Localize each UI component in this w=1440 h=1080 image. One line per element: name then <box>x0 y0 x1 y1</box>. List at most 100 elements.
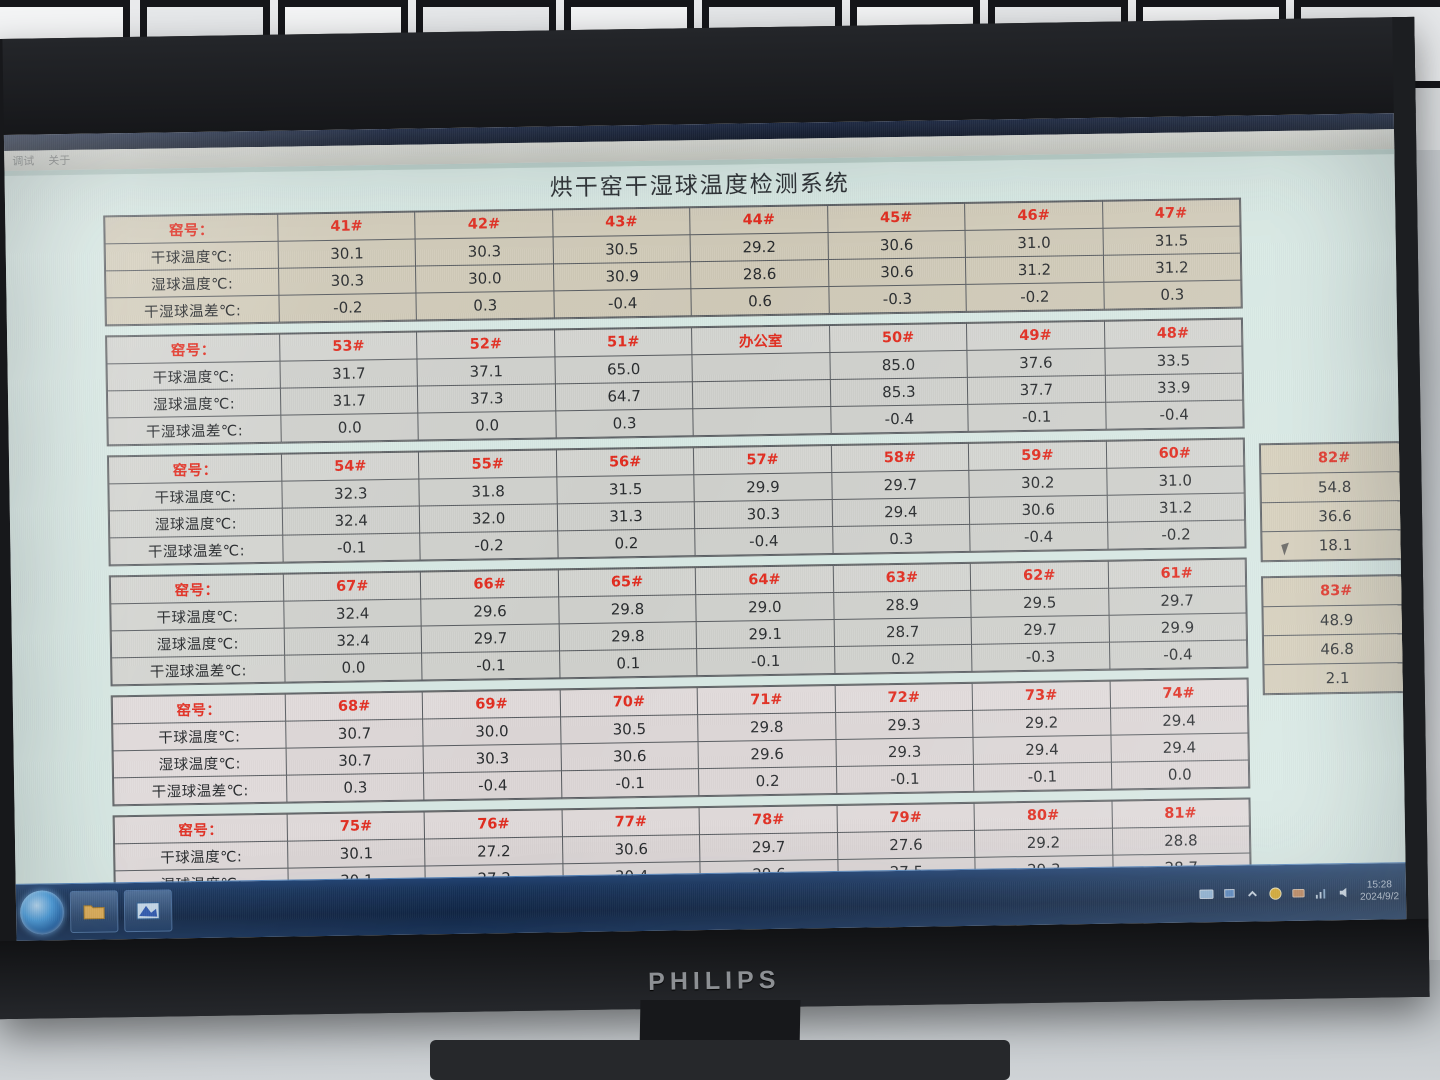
network-icon[interactable] <box>1314 885 1329 900</box>
diff-value: 0.3 <box>416 290 555 321</box>
kiln-id[interactable]: 57# <box>693 445 832 475</box>
kiln-id[interactable]: 82# <box>1260 442 1407 474</box>
kiln-id[interactable]: 49# <box>966 321 1105 351</box>
kiln-id[interactable]: 56# <box>556 447 695 477</box>
kiln-id[interactable]: 55# <box>418 449 557 480</box>
kiln-id[interactable]: 74# <box>1109 679 1248 709</box>
kiln-id[interactable]: 59# <box>968 441 1107 471</box>
kiln-id[interactable]: 75# <box>287 811 425 842</box>
wet-value: 31.2 <box>1102 253 1241 283</box>
wet-value: 30.6 <box>560 741 699 771</box>
dry-value: 29.7 <box>831 470 970 500</box>
dry-value: 30.7 <box>285 718 424 749</box>
kiln-id[interactable]: 81# <box>1111 799 1250 829</box>
wet-value: 29.4 <box>831 497 970 527</box>
kiln-id[interactable]: 44# <box>689 205 828 235</box>
kiln-id[interactable]: 48# <box>1103 319 1242 349</box>
kiln-id[interactable]: 79# <box>836 803 975 833</box>
row-label-wet: 湿球温度℃: <box>111 628 285 658</box>
taskbar-item-explorer[interactable] <box>69 890 119 934</box>
dry-value: 30.5 <box>552 234 691 264</box>
kiln-id[interactable]: 64# <box>695 565 834 595</box>
kiln-id[interactable]: 73# <box>972 681 1111 711</box>
kiln-id[interactable]: 61# <box>1107 559 1246 589</box>
kiln-id[interactable]: 66# <box>420 569 559 599</box>
kiln-id[interactable]: 78# <box>699 805 838 835</box>
diff-value: -0.1 <box>422 650 560 680</box>
diff-value: -0.1 <box>696 646 835 676</box>
diff-value: 0.0 <box>280 413 419 443</box>
wet-value: 29.3 <box>835 737 974 767</box>
wet-value-empty <box>692 379 831 409</box>
taskbar-clock[interactable]: 15:28 2024/9/2 <box>1360 879 1399 904</box>
kiln-id[interactable]: 68# <box>285 691 424 722</box>
diff-value: -0.3 <box>828 284 967 314</box>
kiln-id[interactable]: 58# <box>831 443 969 473</box>
kiln-id[interactable]: 80# <box>974 801 1112 831</box>
start-button-icon[interactable] <box>19 890 65 935</box>
kiln-id[interactable]: 54# <box>281 452 420 482</box>
wet-value: 29.4 <box>1110 733 1249 763</box>
wet-value: 31.2 <box>1106 493 1245 523</box>
folder-icon <box>83 905 105 920</box>
kiln-id[interactable]: 41# <box>277 212 416 242</box>
diff-value: -0.2 <box>420 530 558 561</box>
kiln-id[interactable]: 67# <box>283 572 422 602</box>
dry-value: 31.0 <box>965 228 1103 258</box>
kiln-id[interactable]: 51# <box>554 327 693 357</box>
dry-value: 65.0 <box>554 354 693 384</box>
usb-device-icon[interactable] <box>1291 885 1306 900</box>
kiln-id[interactable]: 69# <box>422 689 561 719</box>
taskbar-item-application[interactable] <box>123 889 173 933</box>
kiln-id-office[interactable]: 办公室 <box>691 325 830 355</box>
row-label-dry: 干球温度℃: <box>108 481 283 511</box>
dry-value: 30.6 <box>827 230 966 260</box>
kiln-id[interactable]: 72# <box>834 683 973 713</box>
wet-value: 46.8 <box>1263 633 1407 665</box>
menu-item-about[interactable]: 关于 <box>48 154 71 168</box>
kiln-id[interactable]: 62# <box>970 561 1109 591</box>
row-label-diff: 干湿球温差℃: <box>111 655 286 685</box>
wet-value: 30.3 <box>278 266 417 296</box>
kiln-id[interactable]: 52# <box>416 329 555 360</box>
kiln-id[interactable]: 42# <box>415 209 553 240</box>
row-label-kiln: 窑号： <box>112 694 286 724</box>
wet-value: 37.7 <box>967 375 1106 405</box>
kiln-id[interactable]: 53# <box>279 332 418 362</box>
dry-value: 29.8 <box>558 594 697 624</box>
wet-value: 31.2 <box>965 255 1104 285</box>
system-tray[interactable]: 15:28 2024/9/2 <box>1199 879 1406 906</box>
dry-value: 30.5 <box>560 714 699 744</box>
diff-value: -0.1 <box>973 762 1112 792</box>
side-panels: 82# 54.8 36.6 18.1 83# 48.9 46.8 2.1 <box>1258 440 1407 709</box>
diff-value: -0.1 <box>836 764 974 794</box>
kiln-id[interactable]: 65# <box>558 567 696 597</box>
chevron-up-icon[interactable] <box>1245 886 1260 901</box>
kiln-id[interactable]: 46# <box>964 201 1103 231</box>
kiln-id[interactable]: 45# <box>827 203 966 233</box>
dry-value: 30.1 <box>287 838 426 869</box>
kiln-id[interactable]: 60# <box>1105 439 1244 469</box>
kiln-id[interactable]: 83# <box>1262 575 1407 607</box>
show-desktop-icon[interactable] <box>1199 887 1214 902</box>
diff-value: -0.1 <box>561 768 700 798</box>
menu-item-debug[interactable]: 调试 <box>12 155 35 168</box>
kiln-id[interactable]: 50# <box>829 323 968 353</box>
action-center-icon[interactable] <box>1222 886 1237 901</box>
kiln-id[interactable]: 76# <box>424 809 563 839</box>
dry-value: 31.5 <box>556 474 695 504</box>
kiln-id[interactable]: 70# <box>560 687 698 717</box>
kiln-id[interactable]: 63# <box>832 563 971 593</box>
application-body: 烘干窑干湿球温度检测系统 窑号： 41# 42# 43# 44# 45# <box>4 149 1407 927</box>
antivirus-shield-icon[interactable] <box>1268 885 1283 900</box>
dry-value: 29.5 <box>970 588 1109 618</box>
kiln-id[interactable]: 47# <box>1102 199 1240 229</box>
kiln-id[interactable]: 43# <box>552 207 691 237</box>
kiln-id[interactable]: 71# <box>697 685 836 715</box>
wet-value: 29.4 <box>973 735 1111 765</box>
kiln-id[interactable]: 77# <box>561 807 700 837</box>
dry-value: 30.0 <box>423 716 561 746</box>
volume-icon[interactable] <box>1337 884 1352 899</box>
windows-taskbar[interactable]: 15:28 2024/9/2 <box>15 862 1407 941</box>
dry-value: 29.7 <box>1108 586 1247 616</box>
